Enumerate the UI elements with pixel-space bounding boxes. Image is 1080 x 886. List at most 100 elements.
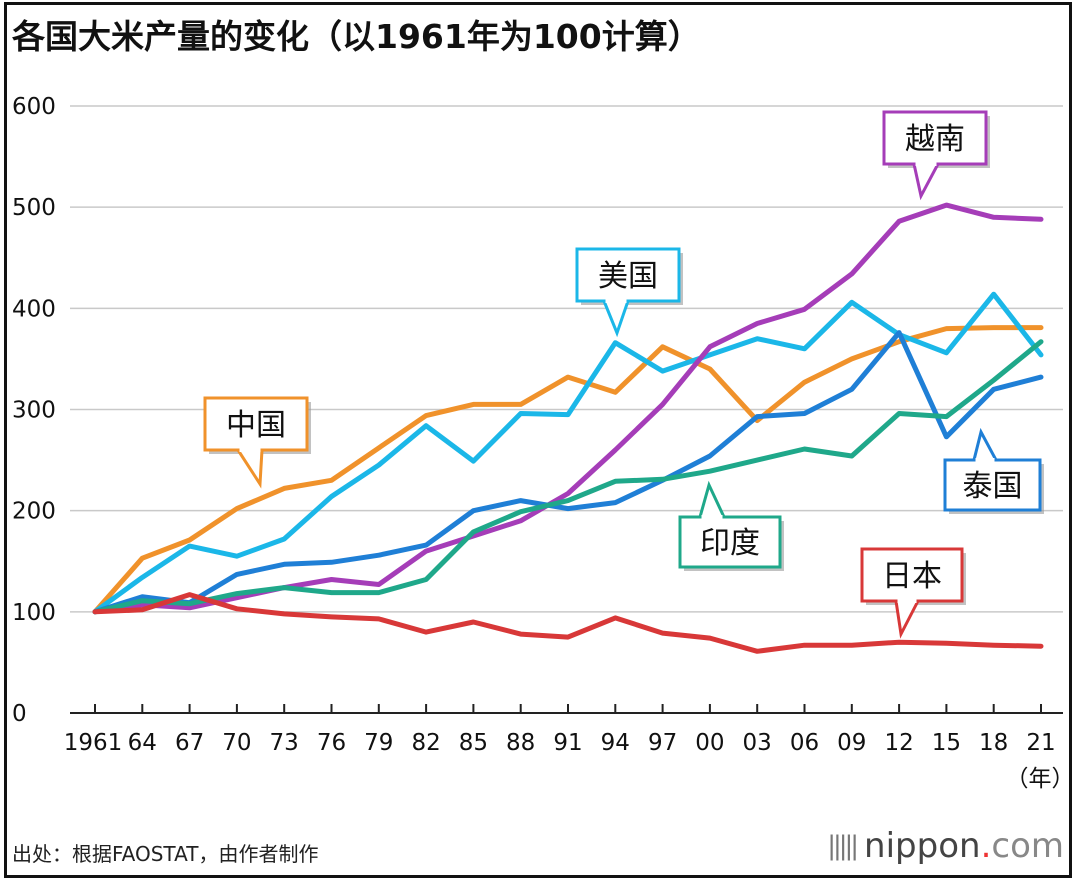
x-tick-label: 70 [222, 730, 251, 756]
data-point [755, 321, 760, 326]
data-point [991, 387, 996, 392]
data-point [944, 326, 949, 331]
data-point [1039, 352, 1043, 357]
x-tick-label: 91 [553, 730, 582, 756]
x-tick-label: 73 [270, 730, 299, 756]
data-point [140, 598, 145, 603]
data-point [234, 606, 239, 611]
data-point [566, 491, 570, 496]
x-tick-label: 12 [884, 730, 913, 756]
data-point [471, 459, 476, 464]
x-tick-label: 79 [364, 730, 393, 756]
series-name-label: 中国 [226, 408, 286, 443]
data-point [897, 219, 902, 224]
data-point [518, 498, 523, 503]
data-point [707, 636, 712, 641]
x-tick-label: 64 [128, 730, 157, 756]
data-point [1039, 325, 1043, 330]
data-point [187, 601, 192, 606]
data-point [471, 508, 476, 513]
x-tick-label: 88 [506, 730, 535, 756]
data-point [707, 344, 712, 349]
callout-中国: 中国 [203, 396, 311, 489]
callout-box [882, 110, 988, 166]
data-point [282, 562, 287, 567]
data-point [140, 594, 145, 599]
data-point [660, 402, 665, 407]
x-tick-label: 06 [790, 730, 819, 756]
data-point [329, 590, 334, 595]
callout-box [943, 458, 1042, 512]
x-tick-label: 09 [837, 730, 866, 756]
x-tick-label: 03 [743, 730, 772, 756]
data-point [424, 543, 429, 548]
data-point [93, 609, 97, 614]
data-point [707, 469, 712, 474]
data-point [187, 538, 192, 543]
data-point [329, 577, 334, 582]
data-point [282, 585, 287, 590]
series-name-label: 美国 [598, 259, 658, 294]
data-point [944, 434, 949, 439]
callout-pointer [698, 480, 726, 518]
data-point [424, 413, 429, 418]
data-point [376, 463, 381, 468]
data-point [329, 614, 334, 619]
data-point [660, 631, 665, 636]
data-point [944, 641, 949, 646]
y-tick-label: 600 [12, 94, 56, 120]
logo-tld: com [991, 826, 1064, 866]
data-point [897, 330, 902, 335]
data-point [613, 447, 618, 452]
callout-越南: 越南 [882, 110, 990, 201]
series-name-label: 越南 [905, 122, 965, 157]
x-tick-label: 18 [979, 730, 1008, 756]
data-point [282, 486, 287, 491]
data-point [991, 378, 996, 383]
data-point [802, 346, 807, 351]
y-tick-label: 300 [12, 398, 56, 424]
logo-bars-icon: ||||| [827, 831, 859, 861]
data-point [660, 477, 665, 482]
data-point [755, 649, 760, 654]
series-name-label: 印度 [700, 526, 760, 561]
data-point [518, 411, 523, 416]
data-point [944, 414, 949, 419]
data-point [282, 536, 287, 541]
callout-pointer [912, 163, 940, 201]
data-point [329, 494, 334, 499]
data-point [1039, 339, 1043, 344]
data-point [849, 643, 854, 648]
data-point [329, 478, 334, 483]
y-tick-label: 500 [12, 195, 56, 221]
data-point [849, 454, 854, 459]
data-point [518, 402, 523, 407]
x-axis-unit-label: （年） [1006, 766, 1075, 792]
logo-dot: . [980, 826, 992, 866]
data-point [566, 635, 570, 640]
data-point [376, 445, 381, 450]
callout-印度: 印度 [678, 480, 784, 571]
data-point [234, 572, 239, 577]
data-point [282, 611, 287, 616]
logo-name: nippon [864, 826, 981, 866]
nippon-logo: ||||| nippon.com [827, 826, 1064, 866]
data-point [424, 423, 429, 428]
source-note: 出处：根据FAOSTAT，由作者制作 [12, 842, 319, 866]
data-point [802, 446, 807, 451]
data-point [518, 518, 523, 523]
data-point [566, 506, 570, 511]
y-tick-label: 200 [12, 499, 56, 525]
data-point [897, 640, 902, 645]
y-tick-label: 100 [12, 600, 56, 626]
data-point [755, 414, 760, 419]
data-point [140, 556, 145, 561]
data-point [707, 454, 712, 459]
data-point [424, 630, 429, 635]
data-point [424, 549, 429, 554]
data-point [234, 506, 239, 511]
data-point [140, 575, 145, 580]
x-tick-label: 94 [601, 730, 630, 756]
x-tick-label: 67 [175, 730, 204, 756]
